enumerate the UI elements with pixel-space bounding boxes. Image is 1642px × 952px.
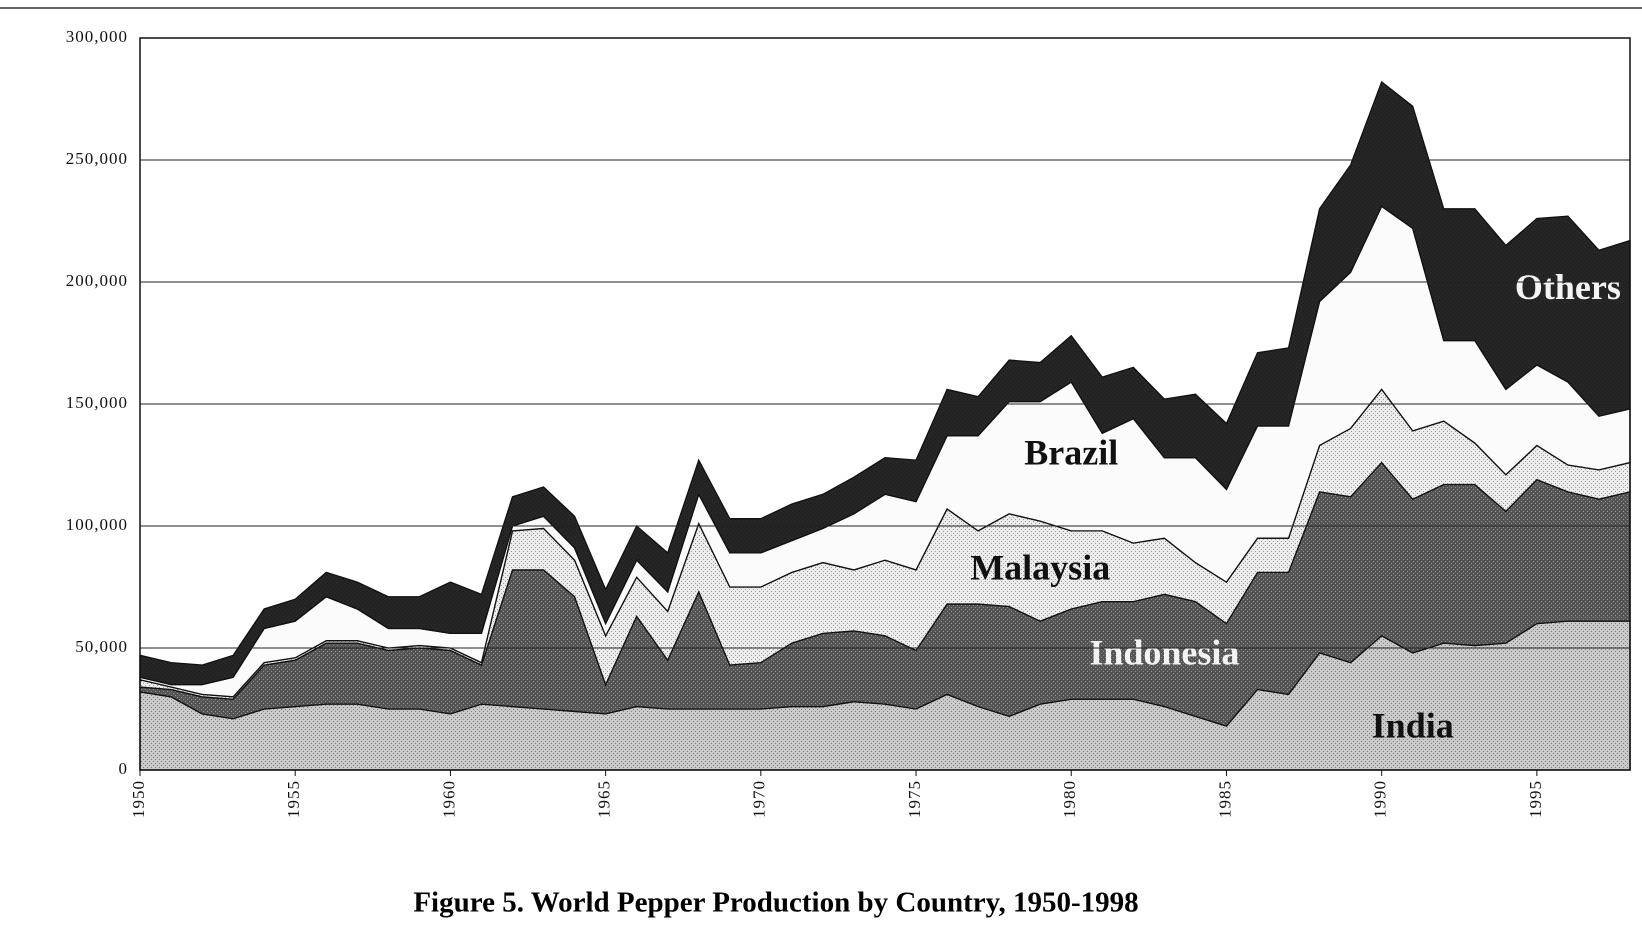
y-tick-label: 200,000	[66, 271, 128, 290]
x-tick-label: 1960	[439, 780, 458, 818]
series-label: Malaysia	[970, 547, 1110, 587]
series-label: Brazil	[1024, 433, 1118, 473]
x-tick-label: 1970	[750, 780, 769, 818]
y-tick-label: 150,000	[66, 393, 128, 412]
x-tick-label: 1965	[595, 780, 614, 818]
series-label: Others	[1515, 267, 1621, 307]
series-label: Indonesia	[1089, 632, 1239, 672]
series-label: India	[1372, 705, 1454, 745]
x-tick-label: 1955	[284, 780, 303, 818]
chart-title: Figure 5. World Pepper Production by Cou…	[413, 887, 1138, 919]
x-tick-label: 1990	[1371, 780, 1390, 818]
plot-frame	[139, 37, 1631, 771]
plot-area: India Indonesia Malaysia Brazil Others 0 50,00…	[66, 27, 1631, 818]
y-tick-label: 100,000	[66, 515, 128, 534]
x-tick-label: 1980	[1060, 780, 1079, 818]
x-tick-label: 1995	[1526, 780, 1545, 818]
x-tick-label: 1985	[1215, 780, 1234, 818]
y-tick-label: 250,000	[66, 149, 128, 168]
x-tick-label: 1975	[905, 780, 924, 818]
x-tick-label: 1950	[129, 780, 148, 818]
y-tick-label: 50,000	[75, 637, 128, 656]
y-tick-label: 0	[119, 759, 129, 778]
y-tick-label: 300,000	[66, 27, 128, 46]
